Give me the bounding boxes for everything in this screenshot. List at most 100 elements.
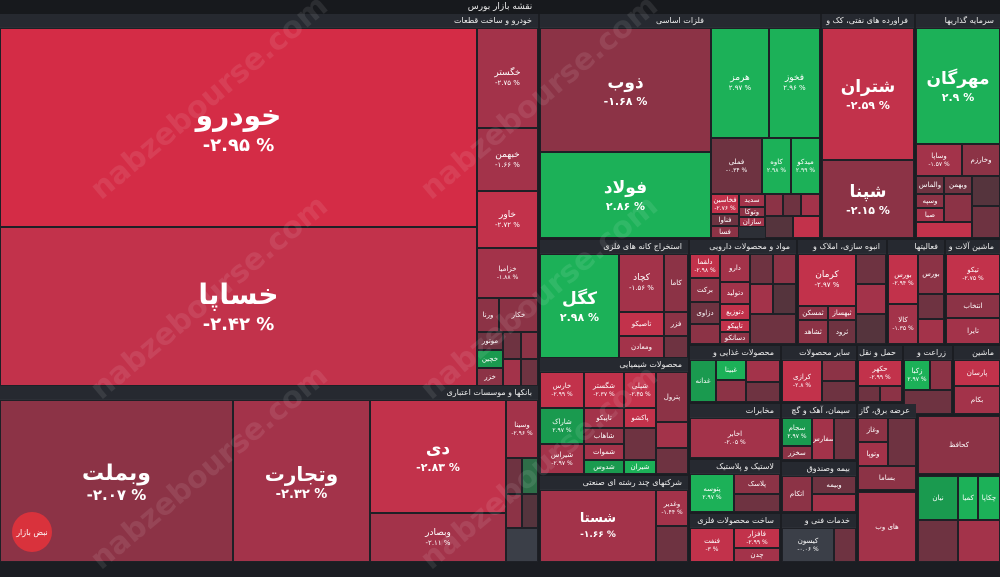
tile-small-op-1[interactable] — [822, 360, 856, 381]
tile-chkapa[interactable]: چکاپا — [978, 476, 1000, 520]
tile-small-auto-1[interactable] — [503, 332, 521, 359]
tile-small-metal-5[interactable] — [793, 216, 820, 238]
tile-shiras[interactable]: شیراس -۲.۹۷ % — [540, 444, 584, 474]
tile-khzar[interactable]: خزر — [477, 368, 503, 386]
tile-midko[interactable]: میدکو ۲.۹۹ % — [791, 138, 820, 194]
tile-vsina[interactable]: وسینا -۲.۹۶ % — [506, 400, 538, 458]
tile-tiko[interactable]: تیکو -۲.۷۵ % — [946, 254, 1000, 294]
tile-small-act-1[interactable] — [918, 294, 944, 319]
tile-khodro[interactable]: خودرو -۲.۹۵ % — [0, 28, 477, 227]
tile-shpna[interactable]: شپنا -۲.۱۵ % — [822, 160, 914, 238]
tile-small-chem-1[interactable] — [624, 428, 656, 460]
tile-tabra[interactable]: تایرا — [946, 318, 1000, 344]
tile-motor[interactable]: موتور — [477, 332, 503, 350]
tile-ghsina[interactable]: غبینا — [716, 360, 746, 380]
tile-vbesh[interactable]: وبیمه — [812, 476, 856, 494]
tile-skhazar[interactable]: سخزر — [782, 446, 812, 460]
tile-vbahman[interactable]: وبهمن — [944, 176, 972, 194]
tile-small-bank-5[interactable] — [506, 528, 538, 562]
tile-khkar[interactable]: خکار — [499, 298, 538, 332]
tile-sfars[interactable]: سفارس — [812, 418, 834, 460]
tile-vsape[interactable]: وسپه — [916, 194, 944, 208]
tile-kala[interactable]: کالا -۱.۳۵ % — [888, 304, 918, 344]
tile-khsapa[interactable]: خساپا -۲.۴۲ % — [0, 227, 477, 386]
tile-khchin[interactable]: خچین — [477, 350, 503, 368]
tile-vkharazm[interactable]: وخارزم — [962, 144, 1000, 176]
tile-khbahman[interactable]: خبهمن -۱.۶۶ % — [477, 128, 538, 191]
tile-kerman[interactable]: کرمان -۲.۹۷ % — [798, 254, 856, 306]
tile-small-misc-2[interactable] — [958, 520, 1000, 562]
tile-small-metal-4[interactable] — [765, 216, 793, 238]
tile-kgol[interactable]: کگل ۲.۹۸ % — [540, 254, 619, 358]
tile-small-ins-1[interactable] — [812, 494, 856, 512]
tile-plast[interactable]: پلاسک — [734, 474, 780, 494]
tile-sadid[interactable]: سدید — [739, 194, 765, 207]
tile-small-tech-1[interactable] — [834, 528, 856, 562]
tile-kisoon[interactable]: کیسون -۰.۰۶ % — [782, 528, 834, 562]
tile-shegostar[interactable]: شگستر -۲.۳۷ % — [584, 372, 624, 408]
tile-small-tr-2[interactable] — [880, 386, 902, 402]
tile-khgostar[interactable]: خگستر -۲.۷۵ % — [477, 28, 538, 128]
tile-shasta[interactable]: شستا -۱.۶۶ % — [540, 490, 656, 562]
tile-fkhasin[interactable]: فخاسین -۲.۷۶ % — [711, 194, 739, 214]
tile-vtoka[interactable]: وتوکا — [739, 207, 765, 217]
tile-kahafez[interactable]: کحافظ — [918, 416, 1000, 474]
tile-fnaval[interactable]: فناوا — [711, 214, 739, 226]
tile-fameli[interactable]: فملی -۰.۳۴ % — [711, 138, 762, 194]
tile-small-multi-1[interactable] — [656, 526, 688, 562]
tile-vmaskan[interactable]: ثمسکن — [798, 306, 828, 320]
tile-barkat[interactable]: برکت — [690, 278, 720, 302]
tile-parsan[interactable]: پارسان — [954, 360, 1000, 386]
tile-ptoseh[interactable]: پتوسه ۲.۹۷ % — [690, 474, 734, 512]
tile-kmandan[interactable]: ومعادن — [619, 336, 664, 358]
tile-khavar[interactable]: خاور -۲.۷۲ % — [477, 191, 538, 248]
tile-shiran[interactable]: شیران — [624, 460, 656, 474]
tile-boorsa[interactable]: بورس — [918, 254, 944, 294]
tile-small-metal-2[interactable] — [783, 194, 801, 216]
tile-small-pharma-2[interactable] — [773, 254, 796, 284]
tile-zob[interactable]: ذوب -۱.۶۸ % — [540, 28, 711, 152]
tile-vrna[interactable]: ورنا — [477, 298, 499, 332]
tile-small-bank-3[interactable] — [506, 494, 522, 528]
tile-di[interactable]: دی -۲.۸۳ % — [370, 400, 506, 513]
tile-rakam[interactable]: بکام — [954, 386, 1000, 414]
tile-small-bank-1[interactable] — [506, 458, 522, 494]
tile-dsanko[interactable]: دسانکو — [720, 332, 750, 344]
tile-small-auto-2[interactable] — [521, 332, 538, 359]
tile-trod[interactable]: ثرود — [828, 320, 856, 344]
tile-shpetrol[interactable]: پترول — [656, 372, 688, 422]
tile-small-rubber-1[interactable] — [734, 494, 780, 512]
tile-vsadr[interactable]: وبصادر -۲.۱۱ % — [370, 513, 506, 562]
tile-shetran[interactable]: شتران -۲.۵۹ % — [822, 28, 914, 160]
tile-small-food-2[interactable] — [746, 360, 780, 382]
tile-karazi[interactable]: کرازی -۲.۸ % — [782, 360, 822, 402]
tile-small-cem-1[interactable] — [834, 418, 856, 460]
tile-small-inv-2[interactable] — [944, 194, 972, 222]
tile-small-auto-3[interactable] — [503, 359, 521, 386]
tile-small-chem-2[interactable] — [656, 422, 688, 448]
tile-pakhsho[interactable]: پاکشو — [624, 408, 656, 428]
tile-khazamya[interactable]: خزامیا -۱.۸۸ % — [477, 248, 538, 298]
tile-shabahar[interactable]: شاهاب — [584, 428, 624, 444]
tile-kave[interactable]: کاوه ۲.۹۸ % — [762, 138, 791, 194]
tile-boors[interactable]: بورس -۲.۹۴ % — [888, 254, 918, 304]
tile-fkhooz[interactable]: فخوز ۲.۹۶ % — [769, 28, 820, 138]
tile-small-food-3[interactable] — [746, 382, 780, 402]
tile-small-misc-1[interactable] — [918, 520, 958, 562]
tile-small-mb-3[interactable] — [856, 314, 886, 344]
tile-shahd[interactable]: ثشاهد — [798, 320, 828, 344]
tile-small-bank-2[interactable] — [522, 458, 538, 494]
tile-small-act-2[interactable] — [918, 319, 944, 344]
tile-small-pharma-5[interactable] — [750, 314, 796, 344]
tile-fsazan[interactable]: سازان — [739, 217, 765, 227]
tile-vtopa[interactable]: وتوپا — [858, 442, 888, 466]
tile-small-inv-4[interactable] — [916, 222, 972, 238]
tile-ahkhabar[interactable]: اخابر -۲.۰۵ % — [690, 418, 780, 458]
tile-fangar[interactable]: فنفت -۳ % — [690, 528, 734, 562]
tile-kchad[interactable]: کچاد -۱.۵۶ % — [619, 254, 664, 312]
tile-vbanshahr[interactable]: ثبهساز — [828, 306, 856, 320]
tile-hveb[interactable]: های وب — [858, 492, 916, 562]
tile-khars[interactable]: خارس -۲.۹۹ % — [540, 372, 584, 408]
tile-small-pow-1[interactable] — [888, 418, 916, 466]
tile-small-chem-3[interactable] — [656, 448, 688, 474]
